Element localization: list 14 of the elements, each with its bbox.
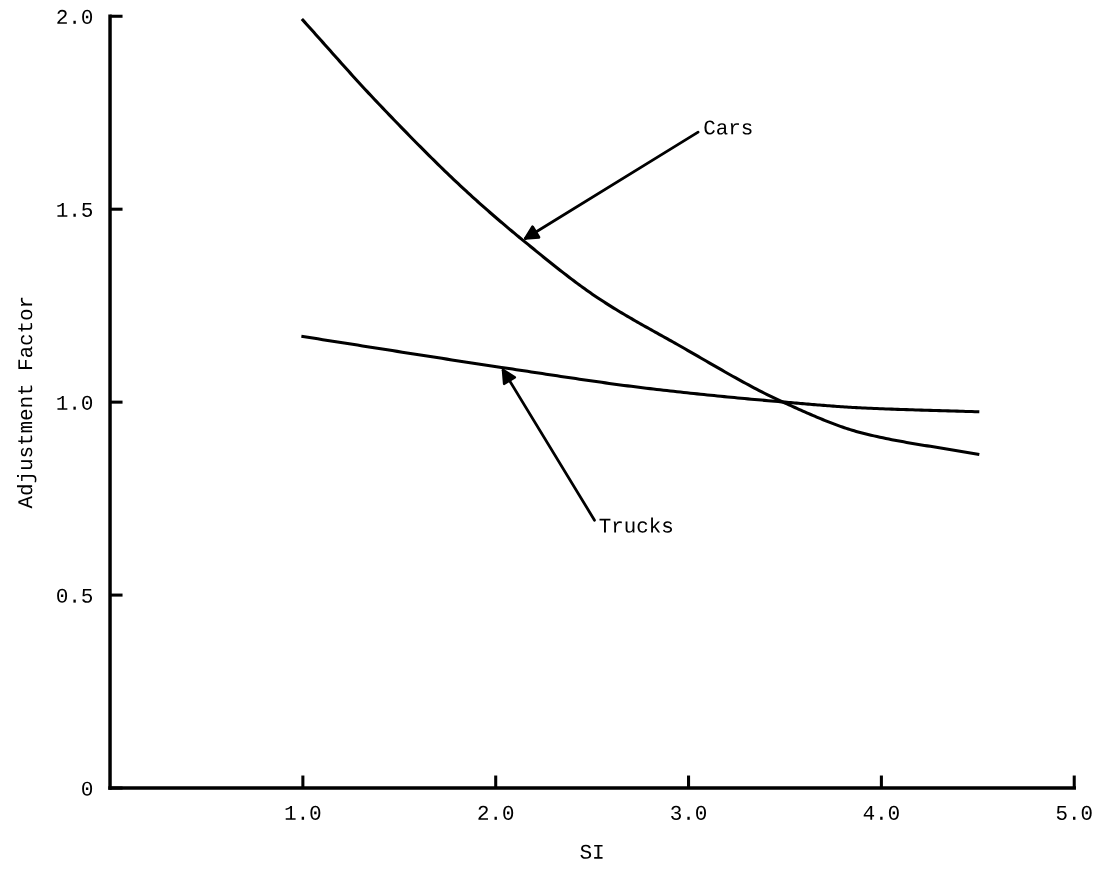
y-tick-label: 0 — [82, 781, 93, 796]
y-tick-label: 1.0 — [57, 395, 93, 410]
x-tick-label: 2.0 — [478, 805, 514, 820]
x-tick-label: 1.0 — [285, 805, 321, 820]
annotation: Trucks — [599, 517, 673, 533]
y-tick-label: 1.5 — [57, 203, 93, 217]
x-tick-label: 3.0 — [671, 805, 707, 820]
annotation: Cars — [704, 120, 752, 135]
x-tick-label: 5.0 — [1056, 805, 1092, 820]
y-tick-label: 2.0 — [57, 9, 93, 25]
y-axis-title: Adjustment Factor — [16, 297, 37, 509]
x-axis-title: SI — [580, 844, 603, 859]
x-tick-label: 4.0 — [863, 805, 899, 820]
y-tick-label: 0.5 — [57, 588, 93, 603]
